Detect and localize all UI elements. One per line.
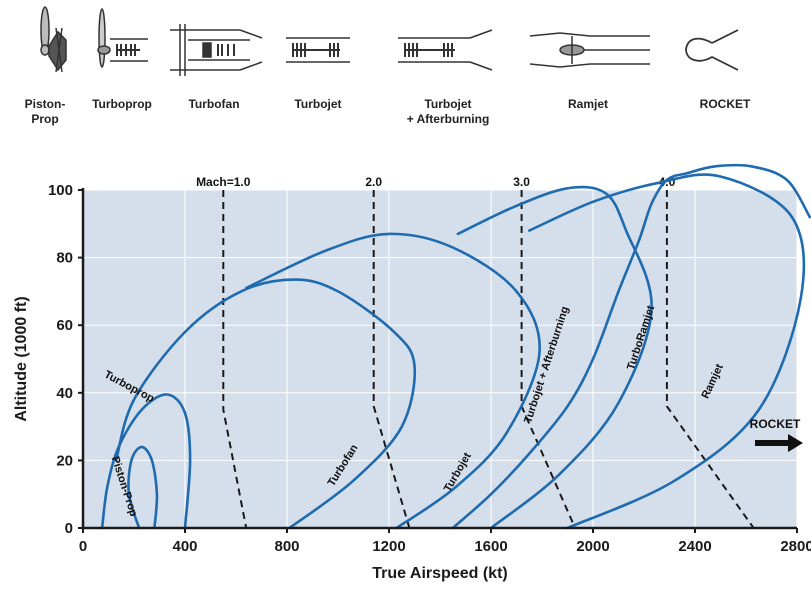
engine-label-turbofan: Turbofan [188, 97, 239, 111]
envelope-turbojet [244, 232, 541, 530]
piston-prop-engine-icon [40, 6, 67, 73]
mach-label: Mach=1.0 [196, 175, 251, 189]
engine-label-ramjet: Ramjet [568, 97, 608, 111]
tick-labels: 0 400 800 1200 1600 2000 2400 2800 0 20 40 60 80 100 [48, 182, 811, 555]
engine-label-turbojet-ab: + Afterburning [407, 112, 490, 126]
y-tick-label: 0 [65, 520, 73, 537]
flight-envelope-chart: Mach=1.0 2.0 3.0 4.0 Piston-PropTurbopropTu… [13, 163, 811, 582]
engine-label-row: Piston-Prop Turboprop Turbofan Turbojet Turb… [25, 97, 751, 126]
axes [81, 188, 797, 530]
engine-label-turbojet-ab: Turbojet [424, 97, 471, 111]
x-tick-label: 400 [172, 538, 197, 555]
envelope-piston-prop [127, 445, 159, 530]
x-tick-label: 2400 [678, 538, 711, 555]
mach-line [665, 190, 755, 529]
turbojet-engine-icon [286, 37, 350, 63]
y-tick-label: 80 [56, 250, 73, 267]
mach-label: 3.0 [513, 175, 530, 189]
engine-label-turboprop: Turboprop [92, 97, 152, 111]
y-tick-label: 60 [56, 317, 73, 334]
x-tick-label: 2800 [780, 538, 811, 555]
y-axis-title: Altitude (1000 ft) [13, 296, 30, 421]
engine-label-piston-prop: Prop [31, 112, 58, 126]
turboprop-engine-icon [97, 8, 148, 68]
plot-area [83, 190, 797, 528]
engine-icon-row [40, 6, 739, 76]
rocket-label: ROCKET [750, 417, 801, 431]
envelope-turboprop [100, 393, 192, 530]
x-tick-label: 0 [79, 538, 87, 555]
ramjet-engine-icon [529, 32, 650, 68]
x-axis-title: True Airspeed (kt) [372, 565, 507, 582]
x-tick-label: 1600 [474, 538, 507, 555]
rocket-indicator: ROCKET [750, 417, 803, 452]
envelope-turbofan [114, 278, 417, 530]
afterburning-turbojet-engine-icon [398, 29, 493, 71]
y-tick-label: 40 [56, 385, 73, 402]
engine-label-turbojet: Turbojet [294, 97, 341, 111]
x-tick-label: 1200 [372, 538, 405, 555]
mach-line [222, 190, 248, 529]
rocket-arrow-icon [755, 434, 803, 452]
mach-line [372, 190, 411, 529]
x-tick-label: 2000 [576, 538, 609, 555]
turbofan-engine-icon [170, 24, 263, 76]
rocket-engine-icon [685, 29, 739, 71]
envelope-turboramjet [528, 173, 806, 530]
y-tick-label: 100 [48, 182, 73, 199]
y-tick-label: 20 [56, 452, 73, 469]
mach-label: 2.0 [365, 175, 382, 189]
envelope-turbojet-afterburning [456, 185, 653, 530]
envelope-ramjet [451, 163, 811, 530]
engine-label-rocket: ROCKET [700, 97, 751, 111]
envelope-curves [100, 163, 811, 530]
x-tick-label: 800 [274, 538, 299, 555]
engine-label-piston-prop: Piston- [25, 97, 66, 111]
